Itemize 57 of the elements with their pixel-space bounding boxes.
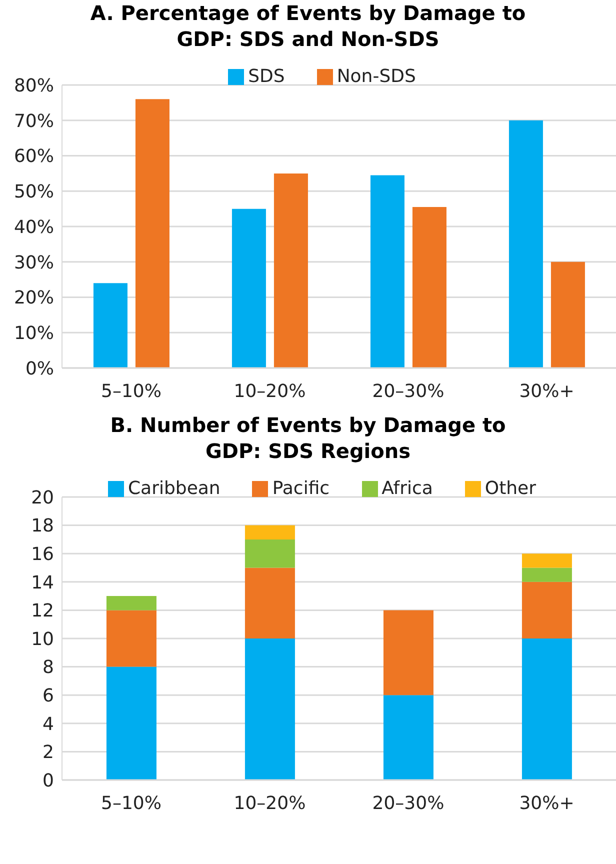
- x-tick-label: 10–20%: [234, 792, 306, 814]
- legend-label: Caribbean: [128, 478, 220, 499]
- chart-title: A. Percentage of Events by Damage to GDP: SDS and Non-SDS: [89, 0, 527, 52]
- y-tick-label: 20%: [14, 288, 54, 309]
- x-tick-label: 30%+: [519, 380, 574, 402]
- bar: [244, 568, 295, 638]
- y-tick-label: 70%: [14, 110, 54, 132]
- x-tick-label: 30%+: [519, 792, 574, 814]
- y-tick-label: 0%: [25, 358, 54, 380]
- y-tick-label: 16: [31, 544, 54, 565]
- y-tick-label: 20: [31, 487, 54, 508]
- y-tick-label: 8: [42, 657, 54, 678]
- y-tick-label: 50%: [14, 182, 54, 203]
- bar: [106, 666, 156, 780]
- y-tick-label: 40%: [14, 216, 54, 238]
- bar: [522, 638, 572, 780]
- bar: [508, 120, 543, 368]
- y-tick-label: 10: [31, 628, 54, 650]
- y-tick-label: 18: [31, 516, 54, 537]
- legend-label: SDS: [248, 66, 285, 87]
- y-tick-label: 0: [42, 770, 54, 792]
- bar: [550, 262, 585, 368]
- bar: [274, 173, 308, 368]
- y-tick-label: 6: [42, 685, 54, 706]
- bar: [370, 175, 404, 368]
- y-tick-label: 2: [42, 742, 54, 764]
- bar: [244, 638, 295, 780]
- bar: [106, 596, 156, 610]
- bar: [383, 610, 434, 696]
- y-tick-label: 10%: [14, 323, 54, 344]
- bar: [522, 582, 572, 638]
- legend-label: Pacific: [272, 478, 330, 499]
- bar: [522, 554, 572, 568]
- bar: [244, 539, 295, 568]
- y-tick-label: 30%: [14, 252, 54, 274]
- bar: [232, 208, 266, 368]
- chart-title: B. Number of Events by Damage to GDP: SDS Regions: [109, 412, 507, 464]
- legend-label: Other: [484, 478, 536, 499]
- y-tick-label: 12: [31, 600, 54, 622]
- x-tick-label: 5–10%: [101, 792, 162, 814]
- y-tick-label: 60%: [14, 146, 54, 168]
- x-tick-label: 20–30%: [372, 792, 444, 814]
- x-tick-label: 10–20%: [234, 380, 306, 402]
- bar: [93, 283, 128, 368]
- bar: [383, 695, 434, 780]
- y-tick-label: 4: [42, 714, 54, 735]
- x-tick-label: 20–30%: [372, 380, 444, 402]
- legend-label: Non-SDS: [336, 66, 416, 87]
- x-tick-label: 5–10%: [101, 380, 162, 402]
- bar: [412, 207, 446, 368]
- y-tick-label: 80%: [14, 75, 54, 96]
- y-tick-label: 14: [31, 572, 54, 594]
- bar: [106, 610, 156, 667]
- bar: [244, 525, 295, 540]
- bar: [522, 568, 572, 582]
- bar: [135, 99, 170, 368]
- legend-label: Africa: [382, 478, 433, 499]
